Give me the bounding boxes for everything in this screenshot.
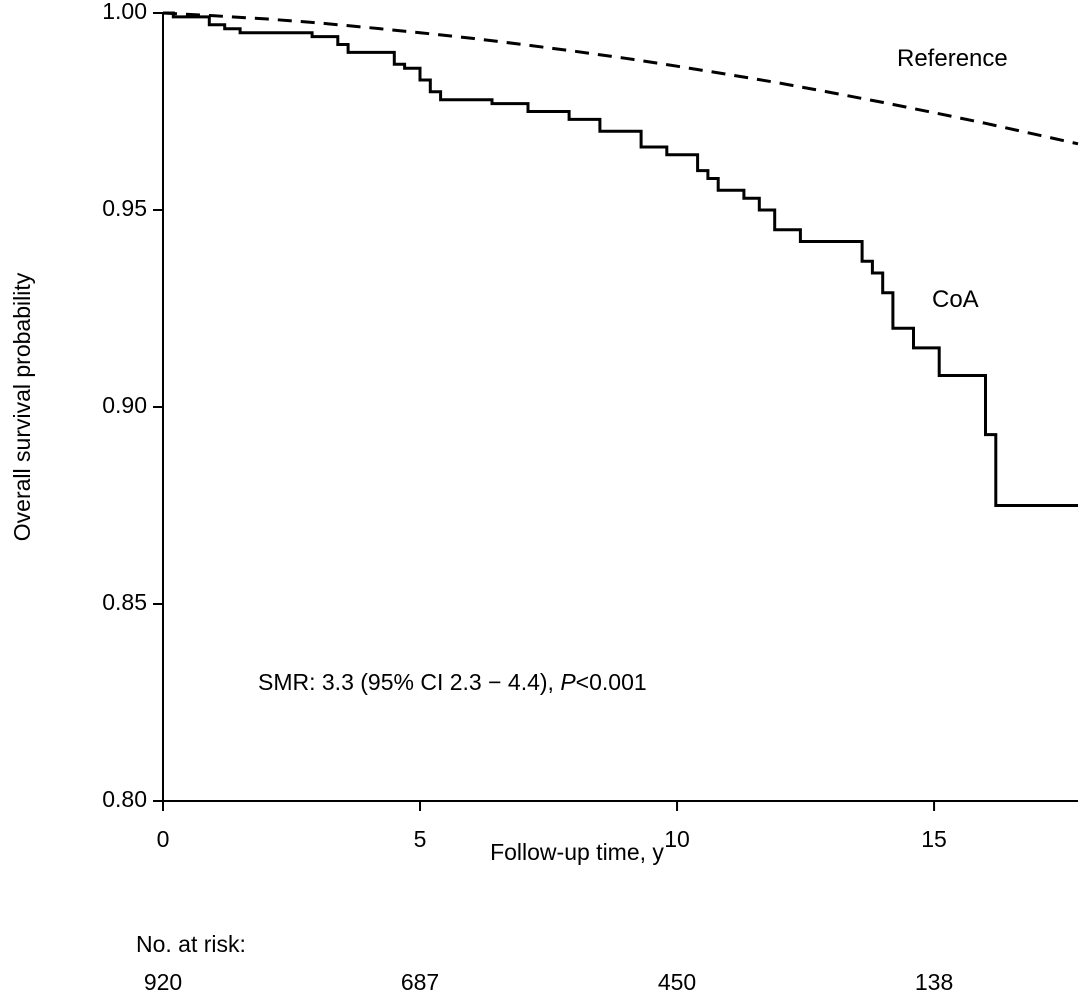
reference-series-label: Reference (897, 45, 1008, 72)
reference-line (162, 11, 1079, 146)
risk-value: 687 (401, 969, 439, 995)
smr-annotation: SMR: 3.3 (95% CI 2.3 − 4.4), P<0.001 (258, 669, 647, 695)
x-tick-label: 0 (157, 826, 170, 852)
risk-value: 138 (915, 969, 953, 995)
y-tick-label: 0.80 (102, 786, 147, 812)
x-ticks: 0 5 10 15 (157, 801, 947, 852)
x-axis-title: Follow-up time, y (490, 839, 664, 865)
y-tick-label: 1.00 (102, 0, 147, 24)
risk-value: 920 (144, 969, 182, 995)
y-ticks: 0.80 0.85 0.90 0.95 1.00 (102, 0, 163, 812)
y-tick-label: 0.95 (102, 195, 147, 221)
risk-values: 920 687 450 138 (144, 969, 953, 995)
x-tick-label: 15 (921, 826, 947, 852)
y-axis-title: Overall survival probability (9, 272, 35, 541)
p-symbol: P (560, 669, 576, 695)
risk-value: 450 (658, 969, 696, 995)
p-value: <0.001 (576, 669, 647, 695)
y-tick-label: 0.90 (102, 392, 147, 418)
smr-annotation-prefix: SMR: 3.3 (95% CI 2.3 − 4.4), (258, 669, 560, 695)
coa-series-label: CoA (932, 286, 979, 313)
coa-line (163, 11, 1078, 507)
x-tick-label: 10 (664, 826, 690, 852)
y-tick-label: 0.85 (102, 589, 147, 615)
risk-table-label: No. at risk: (136, 931, 246, 957)
x-tick-label: 5 (414, 826, 427, 852)
